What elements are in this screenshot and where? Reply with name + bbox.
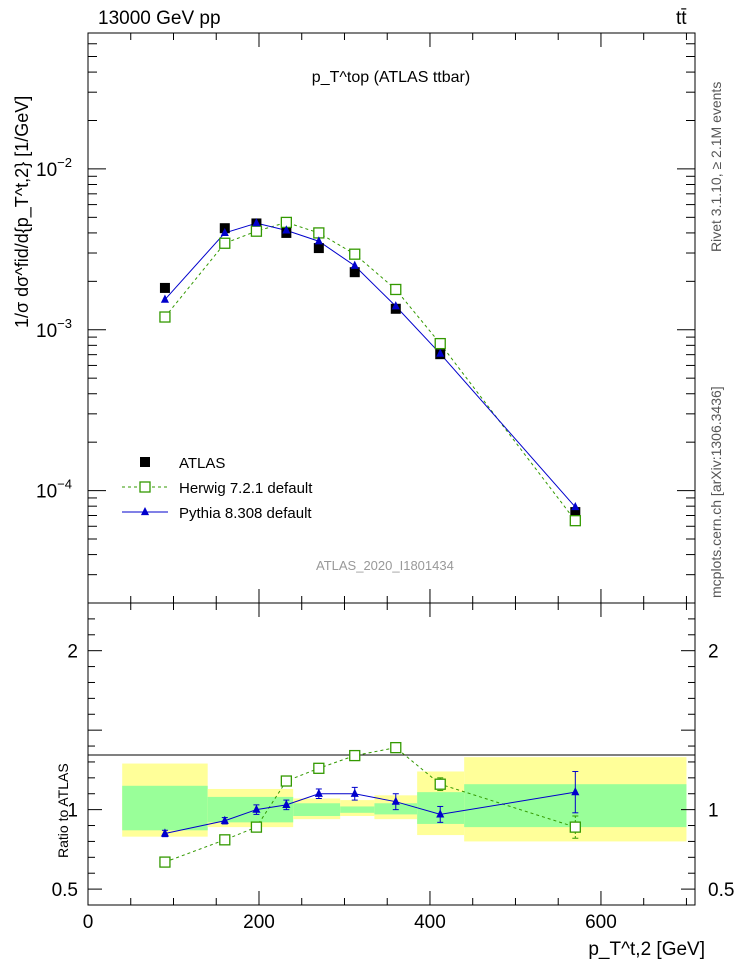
data-point xyxy=(252,804,261,813)
data-point xyxy=(140,457,150,467)
legend-label: Herwig 7.2.1 default xyxy=(179,480,313,497)
watermark-label: ATLAS_2020_I1801434 xyxy=(316,558,454,573)
data-point xyxy=(313,762,325,774)
data-point xyxy=(159,311,171,323)
data-point xyxy=(349,267,360,278)
data-point xyxy=(219,237,231,249)
ratio-series xyxy=(159,741,581,868)
stat-uncertainty-band xyxy=(340,806,375,813)
y-tick-label: 10−2 xyxy=(36,155,72,181)
stat-uncertainty-band xyxy=(293,803,341,816)
data-point xyxy=(569,515,581,527)
data-point xyxy=(220,227,229,237)
mcplots-label: mcplots.cern.ch [arXiv:1306.3436] xyxy=(708,386,724,598)
tick-labels: 0 200 400 600 10−4 10−3 10−2 0.5 0.5 1 1 2 2 Ratio to… xyxy=(12,69,734,960)
ratio-y-tick-label-right: 2 xyxy=(708,642,719,663)
data-point xyxy=(140,506,150,516)
data-point xyxy=(571,787,580,796)
data-point xyxy=(436,809,445,818)
data-point xyxy=(280,775,292,787)
data-point xyxy=(160,828,169,837)
data-point xyxy=(282,799,291,808)
data-point xyxy=(350,260,359,269)
stat-uncertainty-band xyxy=(207,796,294,823)
data-point xyxy=(434,778,446,790)
process-label: tt̄ xyxy=(676,8,687,29)
data-point xyxy=(220,815,229,824)
ratio-y-tick-label-left: 2 xyxy=(67,642,78,663)
data-point xyxy=(313,243,324,254)
data-point xyxy=(349,248,361,260)
data-point xyxy=(391,301,400,310)
ratio-y-tick-label-right: 0.5 xyxy=(708,880,734,901)
data-point xyxy=(252,218,261,227)
rivet-version-label: Rivet 3.1.10, ≥ 2.1M events xyxy=(708,81,724,252)
energy-label: 13000 GeV pp xyxy=(98,8,221,29)
data-point xyxy=(250,225,263,237)
data-point xyxy=(314,236,323,245)
data-point xyxy=(282,225,291,234)
axis-ticks xyxy=(87,32,695,905)
data-point xyxy=(219,834,231,846)
data-point xyxy=(434,337,446,350)
legend: ATLAS Herwig 7.2.1 default Pythia 8.308 de… xyxy=(122,455,313,522)
y-axis-label: 1/σ dσ^fid/d{p_T^t,2} [1/GeV] xyxy=(12,96,33,328)
data-point xyxy=(571,501,580,511)
data-point xyxy=(314,788,323,797)
ratio-y-tick-label-right: 1 xyxy=(708,801,719,822)
data-point xyxy=(390,283,402,296)
data-point xyxy=(139,481,151,493)
data-point xyxy=(390,741,402,754)
x-tick-label: 400 xyxy=(414,912,446,933)
x-tick-label: 600 xyxy=(585,912,617,933)
data-point xyxy=(570,507,581,518)
data-point xyxy=(436,348,445,357)
series-line xyxy=(164,222,576,508)
data-point xyxy=(160,294,169,303)
data-point xyxy=(569,821,581,833)
main-series xyxy=(159,216,581,527)
stat-uncertainty-band xyxy=(122,785,208,831)
ratio-y-tick-label-left: 0.5 xyxy=(52,880,78,901)
chart-title: p_T^top (ATLAS ttbar) xyxy=(312,69,470,86)
data-point xyxy=(159,856,171,868)
uncertainty-bands xyxy=(122,757,687,842)
data-point xyxy=(350,788,359,797)
series-line xyxy=(164,221,576,521)
ratio-frame xyxy=(87,602,696,906)
data-point xyxy=(349,749,361,762)
x-tick-label: 200 xyxy=(243,912,275,933)
ratio-y-axis-label: Ratio to ATLAS xyxy=(55,763,71,858)
data-point xyxy=(159,282,170,293)
x-tick-label: 0 xyxy=(83,912,94,933)
x-axis-label: p_T^t,2 [GeV] xyxy=(588,939,705,960)
data-point xyxy=(391,796,400,805)
y-tick-label: 10−3 xyxy=(36,316,72,342)
legend-label: ATLAS xyxy=(179,455,225,472)
data-point xyxy=(250,821,263,833)
y-tick-label: 10−4 xyxy=(36,477,72,503)
legend-label: Pythia 8.308 default xyxy=(179,505,312,522)
ratio-y-tick-label-left: 1 xyxy=(67,801,78,822)
